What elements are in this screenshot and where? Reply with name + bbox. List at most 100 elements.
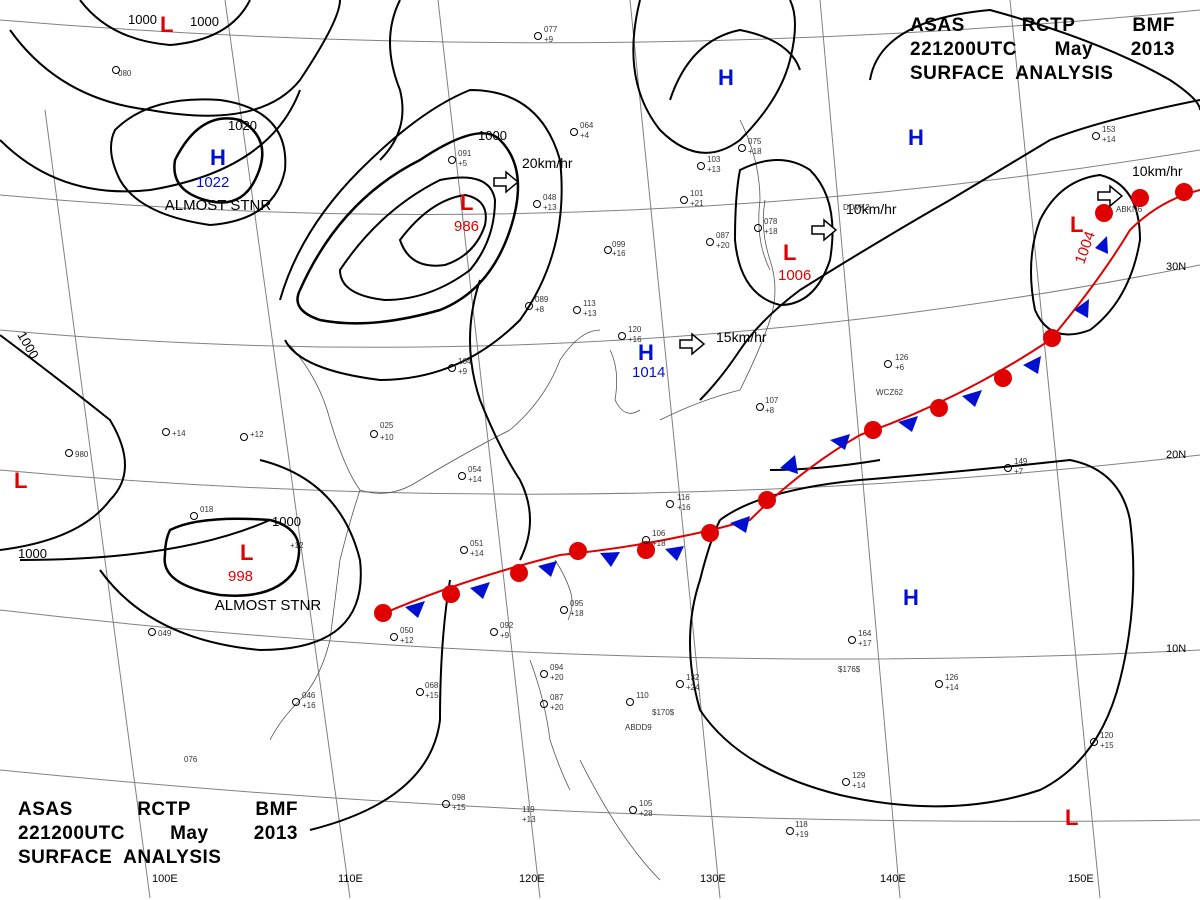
station-value: +13 (707, 165, 721, 174)
station-circle (540, 700, 548, 708)
warm-front-symbols (374, 183, 1193, 622)
station-value: 104 (458, 357, 472, 366)
header-line-2: 221200UTC May 2013 (18, 822, 298, 846)
coast-borneo (579, 759, 661, 881)
cold-front-mark (405, 601, 425, 618)
station-circle (848, 636, 856, 644)
station-value: 149 (1014, 457, 1028, 466)
cold-front-mark (1095, 236, 1108, 254)
warm-front-mark (1095, 204, 1113, 222)
station-value: +8 (765, 406, 775, 415)
station-circle (738, 144, 746, 152)
isobar-1000-south (19, 519, 271, 561)
isobar-1004-ne (1030, 173, 1142, 336)
header-code: BMF (1132, 15, 1175, 36)
station-value: +13 (583, 309, 597, 318)
station-value: +12 (400, 636, 414, 645)
coast-sakhalin (739, 119, 771, 271)
isobar-1004 (279, 88, 563, 382)
low-value-1006: 1006 (778, 267, 811, 284)
high-center-1022: H (210, 145, 226, 170)
warm-front-mark (930, 399, 948, 417)
low-center-1006: L (783, 240, 796, 265)
coast-korea (609, 349, 641, 414)
station-circle (573, 306, 581, 314)
motion-arrows (493, 170, 1124, 356)
station-circle (525, 302, 533, 310)
station-circle (935, 680, 943, 688)
isobar-label: 1000 (18, 546, 47, 561)
isobar-north-pacific (869, 8, 1200, 111)
low-value-986: 986 (454, 218, 479, 235)
station-circle (533, 200, 541, 208)
high-value-1022: 1022 (196, 174, 229, 191)
station-value: 046 (302, 691, 316, 700)
station-value: +5 (458, 159, 468, 168)
station-value: 106 (652, 529, 666, 538)
warm-front-mark (701, 524, 719, 542)
station-circle (162, 428, 170, 436)
parallel-20n (0, 454, 1200, 495)
station-circle (190, 512, 198, 520)
warm-front-mark (510, 564, 528, 582)
meridian-130e (629, 0, 721, 899)
warm-front-mark (637, 541, 655, 559)
station-value: +16 (677, 503, 691, 512)
station-value: 048 (543, 193, 557, 202)
header-station: RCTP (137, 799, 191, 820)
station-value: 087 (550, 693, 564, 702)
cold-front-mark (1074, 299, 1089, 318)
station-value: 126 (895, 353, 909, 362)
station-value: +14 (172, 429, 186, 438)
isobars (0, 0, 1200, 831)
station-value: 092 (500, 621, 514, 630)
header-station: RCTP (1021, 15, 1076, 36)
station-value: 075 (748, 137, 762, 146)
stationary-front (379, 189, 1200, 616)
low-center-north: L (160, 12, 173, 37)
station-value: 116 (677, 493, 690, 502)
isobar-1000-west (0, 334, 126, 551)
isobar-1000 (296, 132, 520, 325)
station-circle (148, 628, 156, 636)
station-circle (560, 606, 568, 614)
station-circle (458, 472, 466, 480)
isobar-994 (338, 176, 497, 302)
high-center-northeast: H (908, 125, 924, 150)
station-circle (460, 546, 468, 554)
lon-label-120e: 120E (519, 873, 545, 885)
station-value: 980 (75, 450, 89, 459)
station-circle (618, 332, 626, 340)
cold-front-mark (962, 390, 982, 407)
warm-front-mark (1175, 183, 1193, 201)
lat-label-10n: 10N (1166, 643, 1186, 655)
station-value: 050 (400, 626, 414, 635)
station-circle (448, 156, 456, 164)
lon-label-150e: 150E (1068, 873, 1094, 885)
station-circle (666, 500, 674, 508)
station-value: +20 (550, 703, 564, 712)
isobar-1016-north (669, 28, 801, 101)
station-value: 101 (690, 189, 704, 198)
station-circle (448, 364, 456, 372)
station-value: +14 (945, 683, 959, 692)
station-id: ABKN6 (1116, 205, 1143, 214)
low-value-998: 998 (228, 568, 253, 585)
station-value: 129 (852, 771, 866, 780)
station-circle (756, 403, 764, 411)
isobar-label: 1000 (478, 128, 507, 143)
parallel-0 (0, 769, 1200, 822)
station-id: DDVK2 (843, 203, 870, 212)
station-circle (1092, 132, 1100, 140)
header-title: SURFACE ANALYSIS (910, 63, 1114, 84)
lon-label-130e: 130E (700, 873, 726, 885)
header-code: BMF (255, 799, 298, 820)
station-circle (604, 246, 612, 254)
lat-label-30n: 30N (1166, 261, 1186, 273)
meridian-150e (1009, 0, 1101, 899)
isobar-label: 1020 (228, 118, 257, 133)
warm-front-mark (442, 585, 460, 603)
station-value: 164 (858, 629, 872, 638)
motion-arrow (811, 218, 838, 242)
